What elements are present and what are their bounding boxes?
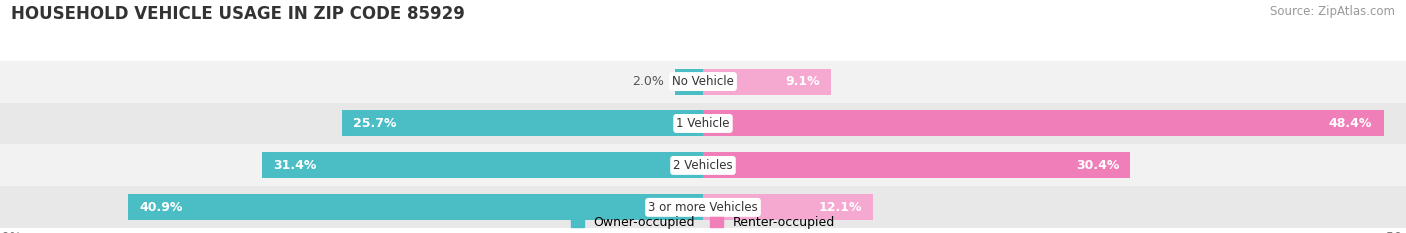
Text: 2.0%: 2.0% bbox=[631, 75, 664, 88]
Bar bbox=[703, 152, 1130, 178]
Bar bbox=[342, 110, 703, 137]
Text: No Vehicle: No Vehicle bbox=[672, 75, 734, 88]
Bar bbox=[0, 186, 1406, 228]
Text: 3 or more Vehicles: 3 or more Vehicles bbox=[648, 201, 758, 214]
Bar bbox=[703, 194, 873, 220]
Text: 25.7%: 25.7% bbox=[353, 117, 396, 130]
Text: 48.4%: 48.4% bbox=[1329, 117, 1372, 130]
Text: 1 Vehicle: 1 Vehicle bbox=[676, 117, 730, 130]
Text: 12.1%: 12.1% bbox=[818, 201, 862, 214]
Text: 31.4%: 31.4% bbox=[273, 159, 316, 172]
Text: 2 Vehicles: 2 Vehicles bbox=[673, 159, 733, 172]
Text: 30.4%: 30.4% bbox=[1076, 159, 1119, 172]
Bar bbox=[128, 194, 703, 220]
Bar bbox=[0, 61, 1406, 103]
Bar bbox=[675, 69, 703, 95]
Bar bbox=[0, 103, 1406, 144]
Text: Source: ZipAtlas.com: Source: ZipAtlas.com bbox=[1270, 5, 1395, 18]
Bar bbox=[703, 110, 1384, 137]
Legend: Owner-occupied, Renter-occupied: Owner-occupied, Renter-occupied bbox=[571, 216, 835, 229]
Text: 40.9%: 40.9% bbox=[139, 201, 183, 214]
Text: HOUSEHOLD VEHICLE USAGE IN ZIP CODE 85929: HOUSEHOLD VEHICLE USAGE IN ZIP CODE 8592… bbox=[11, 5, 465, 23]
Bar bbox=[703, 69, 831, 95]
Bar bbox=[262, 152, 703, 178]
Bar bbox=[0, 144, 1406, 186]
Text: 9.1%: 9.1% bbox=[785, 75, 820, 88]
